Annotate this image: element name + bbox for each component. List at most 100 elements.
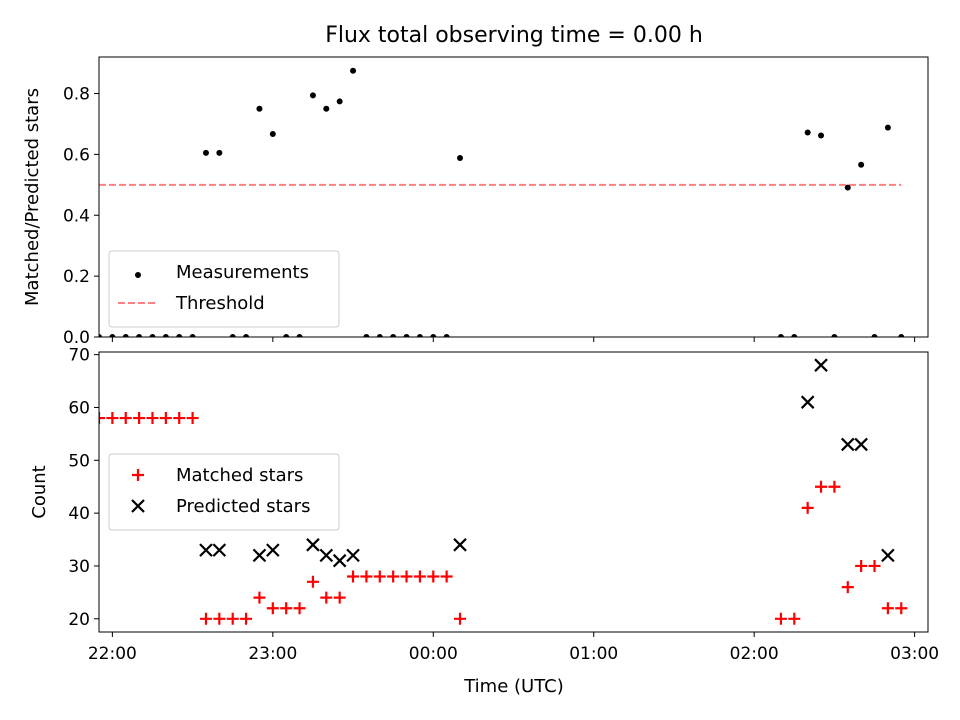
measurement-point: [336, 98, 343, 105]
y-tick-label: 30: [68, 557, 90, 577]
matched-star-point: [855, 559, 868, 572]
predicted-star-point: [306, 538, 320, 552]
matched-star-point: [240, 612, 253, 625]
measurement-point: [122, 334, 129, 337]
legend: Measurements Threshold: [108, 250, 340, 328]
matched-star-point: [774, 612, 787, 625]
legend-label: Threshold: [175, 293, 265, 314]
x-tick-label: 03:00: [890, 644, 939, 664]
y-tick-label: 0.2: [63, 267, 90, 287]
legend-measurements-swatch: [135, 272, 141, 278]
predicted-star-point: [881, 548, 895, 563]
measurement-point: [309, 92, 316, 99]
matched-star-point: [146, 412, 159, 425]
predicted-star-point: [266, 543, 280, 557]
matched-star-point: [199, 612, 212, 625]
matched-star-point: [266, 602, 279, 615]
matched-star-point: [253, 591, 266, 604]
measurement-point: [189, 334, 196, 337]
plot-area: [99, 67, 905, 337]
y-tick-label: 60: [68, 398, 90, 418]
measurement-point: [416, 334, 423, 337]
legend-frame: [108, 453, 340, 531]
measurement-point: [296, 334, 303, 337]
measurement-point: [443, 334, 450, 337]
matched-star-point: [99, 412, 105, 425]
measurement-point: [804, 129, 811, 136]
predicted-star-point: [800, 395, 815, 409]
measurement-point: [283, 334, 290, 337]
matched-star-point: [213, 612, 226, 625]
y-tick-label: 20: [68, 610, 90, 630]
x-tick-label: 01:00: [569, 644, 618, 664]
measurement-point: [256, 105, 263, 112]
matched-star-point: [801, 501, 814, 514]
measurement-point: [457, 155, 464, 162]
matched-star-point: [333, 591, 346, 604]
measurement-point: [777, 334, 784, 337]
count-panel: 20 30 40 50 60 70 22:00 23:00 00:00 01:00 02:00 03:…: [29, 346, 939, 664]
matched-star-point: [293, 602, 306, 615]
measurement-point: [791, 334, 798, 337]
matched-star-point: [133, 412, 146, 425]
measurement-point: [176, 334, 183, 337]
matched-star-point: [119, 412, 132, 425]
measurement-point: [350, 67, 357, 74]
measurement-point: [216, 149, 223, 156]
y-tick-label: 50: [68, 451, 90, 471]
measurement-point: [430, 334, 437, 337]
legend-label: Measurements: [176, 262, 309, 283]
plot-area: [99, 358, 908, 625]
y-axis-label: Count: [29, 465, 50, 518]
matched-star-point: [387, 570, 400, 583]
measurement-point: [884, 124, 891, 131]
measurement-point: [831, 334, 838, 337]
matched-star-point: [881, 602, 894, 615]
matched-star-point: [280, 602, 293, 615]
matched-star-point: [347, 570, 360, 583]
measurement-point: [162, 334, 169, 337]
matched-star-point: [159, 412, 172, 425]
matched-star-point: [360, 570, 373, 583]
y-tick-label: 0.6: [63, 145, 90, 165]
x-tick-label: 23:00: [248, 644, 297, 664]
measurement-point: [844, 184, 851, 191]
measurement-point: [136, 334, 143, 337]
predicted-star-point: [854, 437, 868, 452]
legend: Matched stars Predicted stars: [108, 453, 340, 531]
matched-star-point: [320, 591, 333, 604]
legend-predicted-swatch: [131, 499, 145, 513]
matched-star-point: [306, 575, 319, 588]
predicted-star-point: [346, 548, 360, 563]
measurement-point: [243, 334, 250, 337]
predicted-star-point: [199, 543, 213, 557]
axes-frame: [98, 56, 929, 338]
x-tick-label: 02:00: [730, 644, 779, 664]
measurement-point: [229, 334, 236, 337]
measurement-point: [202, 149, 209, 156]
measurement-point: [109, 334, 116, 337]
measurement-point: [269, 131, 276, 137]
matched-star-point: [788, 612, 801, 625]
matched-star-point: [427, 570, 440, 583]
y-tick-label: 0.4: [63, 206, 90, 226]
measurement-point: [376, 334, 383, 337]
matched-star-point: [440, 570, 453, 583]
measurement-point: [871, 334, 878, 337]
matched-star-point: [828, 480, 841, 493]
y-tick-label: 0.0: [63, 328, 90, 348]
measurement-point: [149, 334, 156, 337]
y-axis-label: Matched/Predicted stars: [22, 88, 43, 306]
y-tick-label: 70: [68, 346, 90, 366]
ratio-panel: 0.0 0.2 0.4 0.6 0.8 Matched/Predicted stars Me…: [22, 56, 929, 348]
measurement-point: [898, 334, 905, 337]
y-tick-label: 40: [68, 504, 90, 524]
y-tick-label: 0.8: [63, 85, 90, 105]
legend-label: Matched stars: [176, 465, 303, 486]
x-tick-label: 00:00: [409, 644, 458, 664]
predicted-star-point: [840, 437, 855, 452]
matched-star-point: [868, 559, 881, 572]
matched-star-point: [815, 480, 828, 493]
matched-star-point: [373, 570, 386, 583]
